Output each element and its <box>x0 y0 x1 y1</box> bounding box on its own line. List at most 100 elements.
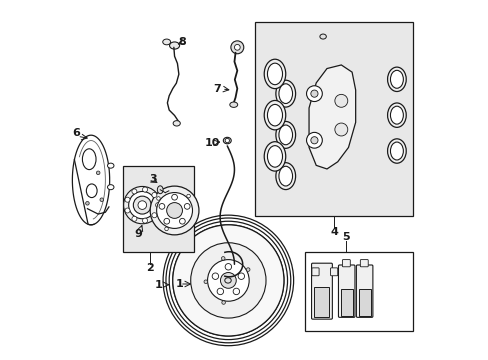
Polygon shape <box>308 65 355 169</box>
Circle shape <box>125 208 130 213</box>
Ellipse shape <box>389 142 403 160</box>
Text: 2: 2 <box>145 263 153 273</box>
Circle shape <box>142 187 147 192</box>
Text: 3: 3 <box>149 174 157 184</box>
Ellipse shape <box>267 104 282 126</box>
Ellipse shape <box>275 80 295 107</box>
Circle shape <box>132 189 137 194</box>
Circle shape <box>224 264 231 270</box>
Circle shape <box>123 186 161 224</box>
FancyBboxPatch shape <box>338 265 354 318</box>
Text: 7: 7 <box>213 84 221 94</box>
Circle shape <box>220 273 236 288</box>
Circle shape <box>217 288 223 295</box>
Circle shape <box>310 137 317 144</box>
Text: 5: 5 <box>342 232 349 242</box>
Circle shape <box>334 94 347 107</box>
Text: 4: 4 <box>329 227 337 237</box>
Circle shape <box>238 273 244 279</box>
FancyBboxPatch shape <box>342 260 349 267</box>
Circle shape <box>334 123 347 136</box>
Circle shape <box>132 216 137 221</box>
Circle shape <box>128 192 156 219</box>
Text: 6: 6 <box>73 129 81 138</box>
Circle shape <box>179 219 185 224</box>
Ellipse shape <box>267 146 282 167</box>
Circle shape <box>224 138 229 143</box>
Ellipse shape <box>264 100 285 130</box>
FancyBboxPatch shape <box>340 289 352 316</box>
Text: 1: 1 <box>154 280 162 290</box>
Circle shape <box>184 203 190 209</box>
Circle shape <box>155 203 160 208</box>
Circle shape <box>306 132 322 148</box>
Ellipse shape <box>173 121 180 126</box>
Text: 9: 9 <box>135 229 142 239</box>
Circle shape <box>310 90 317 97</box>
Ellipse shape <box>86 184 97 198</box>
Text: 10: 10 <box>204 138 220 148</box>
Circle shape <box>306 86 322 102</box>
Circle shape <box>156 193 192 228</box>
Ellipse shape <box>169 42 179 49</box>
Circle shape <box>230 41 244 54</box>
Ellipse shape <box>267 63 282 85</box>
Circle shape <box>163 219 169 224</box>
Circle shape <box>100 198 103 202</box>
Ellipse shape <box>229 102 237 107</box>
Ellipse shape <box>387 139 406 163</box>
Circle shape <box>186 194 190 198</box>
Circle shape <box>138 201 146 210</box>
FancyBboxPatch shape <box>360 260 367 267</box>
Ellipse shape <box>82 149 96 170</box>
FancyBboxPatch shape <box>122 166 194 252</box>
Circle shape <box>234 44 240 50</box>
Ellipse shape <box>389 70 403 88</box>
Ellipse shape <box>224 278 231 283</box>
Circle shape <box>150 186 199 235</box>
Ellipse shape <box>157 186 163 194</box>
FancyBboxPatch shape <box>305 252 412 330</box>
Circle shape <box>96 171 100 175</box>
Ellipse shape <box>389 106 403 124</box>
Ellipse shape <box>223 137 231 144</box>
Circle shape <box>190 243 265 318</box>
Ellipse shape <box>275 163 295 190</box>
Circle shape <box>172 225 284 336</box>
Circle shape <box>207 260 249 301</box>
Text: 1: 1 <box>176 279 183 289</box>
Circle shape <box>156 197 160 200</box>
Circle shape <box>152 193 157 198</box>
Circle shape <box>203 280 207 284</box>
Ellipse shape <box>387 67 406 91</box>
FancyBboxPatch shape <box>358 289 370 316</box>
FancyBboxPatch shape <box>311 263 332 319</box>
Ellipse shape <box>163 39 170 45</box>
Ellipse shape <box>387 103 406 127</box>
Circle shape <box>152 213 157 218</box>
Ellipse shape <box>278 125 292 145</box>
Ellipse shape <box>264 142 285 171</box>
Text: 8: 8 <box>178 37 186 47</box>
Circle shape <box>142 218 147 223</box>
FancyBboxPatch shape <box>356 265 372 318</box>
FancyBboxPatch shape <box>255 22 412 216</box>
Circle shape <box>233 288 239 295</box>
Circle shape <box>171 194 177 200</box>
Circle shape <box>125 197 130 202</box>
FancyBboxPatch shape <box>330 268 337 276</box>
Polygon shape <box>74 135 109 225</box>
Ellipse shape <box>278 84 292 104</box>
Ellipse shape <box>107 185 114 190</box>
Ellipse shape <box>319 34 325 39</box>
Circle shape <box>164 227 168 231</box>
Ellipse shape <box>278 166 292 186</box>
FancyBboxPatch shape <box>311 268 319 276</box>
Circle shape <box>166 203 182 219</box>
Circle shape <box>159 203 164 209</box>
Ellipse shape <box>107 163 114 168</box>
Circle shape <box>221 257 224 260</box>
Ellipse shape <box>275 121 295 148</box>
Circle shape <box>222 301 225 304</box>
Circle shape <box>212 273 218 279</box>
